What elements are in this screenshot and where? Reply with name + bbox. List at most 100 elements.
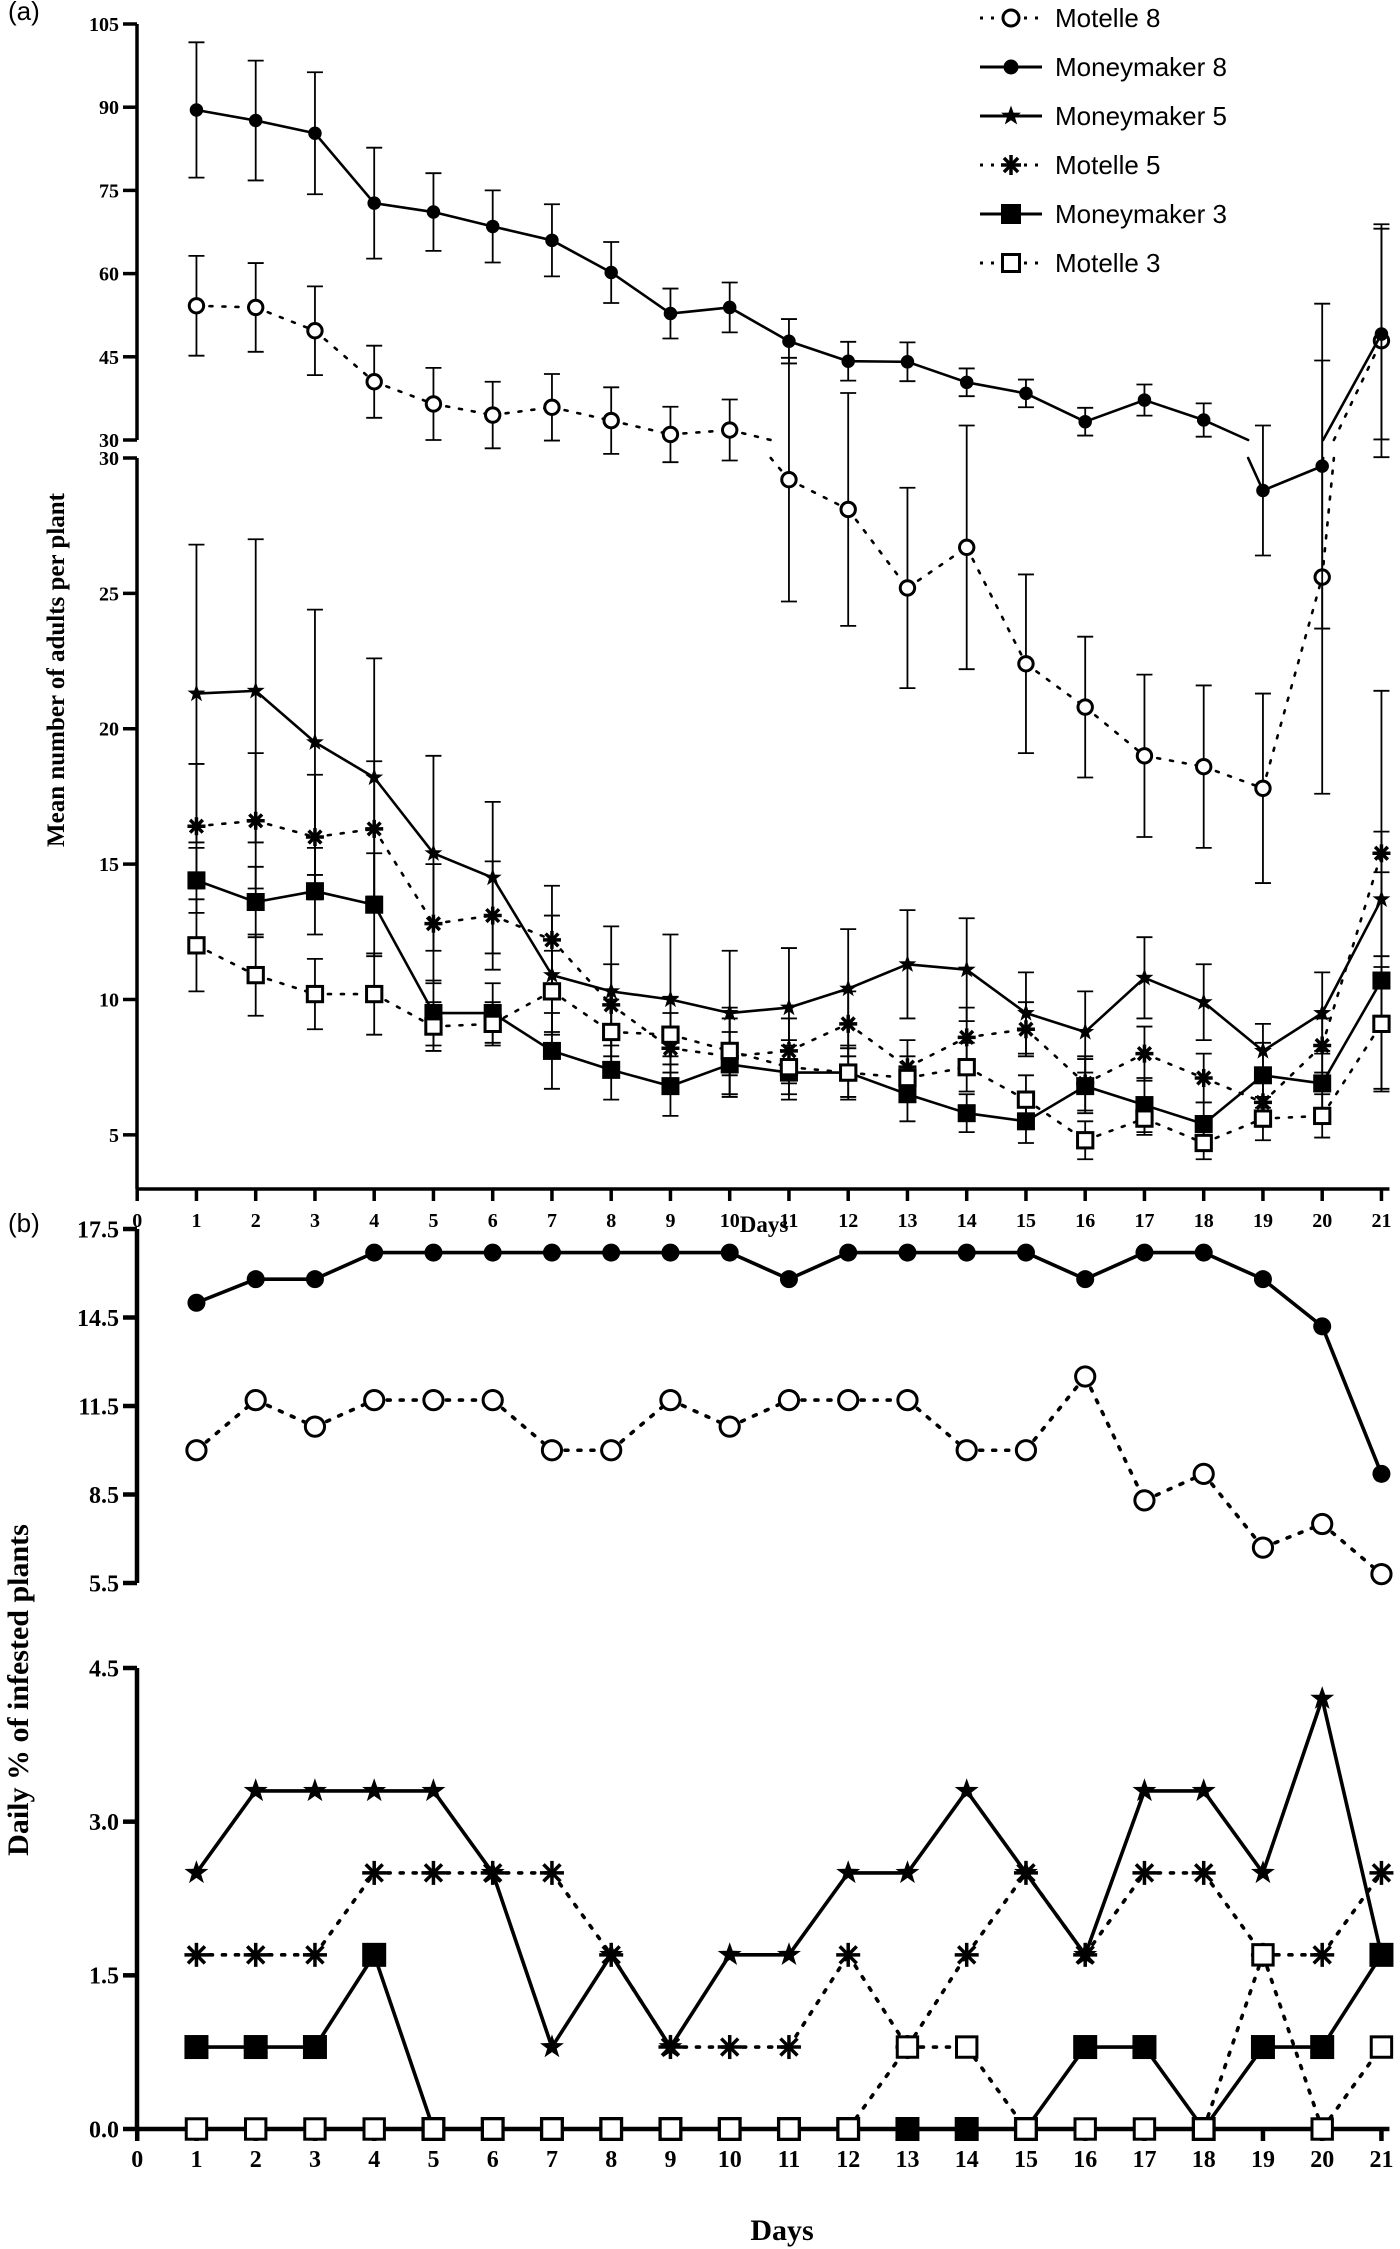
b-series-moneymaker-5-line <box>550 1953 614 2049</box>
b-series-moneymaker-3-line <box>1142 2045 1206 2131</box>
a-series-motelle-8-point <box>1076 698 1094 716</box>
a-series-moneymaker-8-line <box>728 306 791 343</box>
a-series-motelle-5-line <box>787 1022 850 1053</box>
a-series-moneymaker-8-line <box>195 108 257 122</box>
a-series-motelle-3-point <box>305 984 325 1004</box>
b-x-tick-label: 20 <box>1310 2147 1334 2173</box>
a-series-motelle-5-line <box>846 1022 909 1069</box>
b-series-motelle-5-line <box>846 1953 910 2049</box>
a-series-motelle-5-point-stroke <box>485 907 501 924</box>
b-series-moneymaker-3-point <box>1073 2035 1098 2060</box>
a-x-tick-label: 6 <box>488 1210 498 1232</box>
a-series-moneymaker-3-line <box>1083 1084 1146 1107</box>
legend-label: Moneymaker 3 <box>1055 199 1227 229</box>
b-series-moneymaker-3-point <box>1132 2035 1157 2060</box>
a-series-motelle-8-point <box>424 395 443 413</box>
a-series-motelle-5-point <box>1135 1044 1154 1063</box>
b-series-motelle-3-line <box>1320 2045 1384 2131</box>
a-series-moneymaker-3-line <box>846 1071 909 1096</box>
a-y-tick-label: 105 <box>89 14 119 36</box>
b-series-motelle-3-line <box>846 2045 910 2131</box>
b-series-moneymaker-8-point <box>661 1243 680 1262</box>
a-series-motelle-5-line <box>491 914 554 942</box>
b-y-tick-label: 11.5 <box>78 1394 119 1420</box>
a-series-motelle-8-point <box>543 398 561 416</box>
a-series-moneymaker-5-line <box>846 962 909 990</box>
a-series-moneymaker-5-line <box>906 962 969 972</box>
a-series-motelle-5-line <box>195 819 257 828</box>
b-series-motelle-5-point <box>362 1860 387 1885</box>
a-series-motelle-5-line <box>550 938 613 1007</box>
a-series-motelle-3-point <box>1372 1014 1391 1033</box>
a-series-motelle-3-line <box>1143 1117 1205 1145</box>
a-series-motelle-8-point <box>898 579 917 597</box>
a-series-moneymaker-5-line <box>1143 976 1205 1004</box>
b-series-motelle-8-point <box>303 1415 327 1438</box>
b-series-moneymaker-5-point <box>777 1942 801 1965</box>
a-series-moneymaker-3-point <box>957 1104 976 1123</box>
a-y-tick-label: 20 <box>99 719 119 741</box>
a-series-moneymaker-3-point <box>602 1060 621 1079</box>
b-series-motelle-5-line <box>1201 1871 1265 1957</box>
a-series-motelle-5-line <box>313 827 376 839</box>
legend-label: Moneymaker 8 <box>1055 52 1227 82</box>
a-series-moneymaker-5-line <box>669 998 732 1015</box>
b-series-moneymaker-3-point <box>1310 2035 1335 2060</box>
legend-label: Motelle 5 <box>1055 150 1161 180</box>
b-x-tick-label: 18 <box>1192 2147 1216 2173</box>
a-series-moneymaker-8-line <box>372 201 435 214</box>
b-series-motelle-3-line <box>1201 1953 1265 2131</box>
b-series-motelle-5-point-stroke <box>956 1945 977 1965</box>
a-series-motelle-5-point-stroke <box>425 916 442 932</box>
a-series-moneymaker-3-line <box>313 889 376 907</box>
b-series-motelle-5-line <box>964 1871 1028 1957</box>
legend-label: Motelle 8 <box>1055 3 1161 33</box>
a-series-motelle-3-point <box>661 1025 680 1044</box>
a-series-moneymaker-3-line <box>1024 1084 1087 1123</box>
a-series-motelle-3-point <box>602 1022 621 1042</box>
a-series-motelle-8-line <box>846 508 909 590</box>
a-series-motelle-3-line <box>432 1022 495 1028</box>
b-series-motelle-3-point <box>481 2117 505 2141</box>
a-series-moneymaker-8-point <box>604 265 618 280</box>
b-series-moneymaker-5-line <box>1261 1696 1324 1875</box>
a-series-moneymaker-5-line <box>1083 976 1146 1034</box>
b-x-tick-label: 1 <box>190 2147 202 2173</box>
b-series-motelle-5-point-stroke <box>1134 1863 1155 1883</box>
panel-a: (a) Mean number of adults per plant 3045… <box>8 0 1391 1232</box>
b-series-motelle-8-line <box>1024 1374 1087 1453</box>
a-series-moneymaker-8-point <box>367 196 381 210</box>
b-series-motelle-5-point <box>836 1942 861 1967</box>
b-series-motelle-5-point-stroke <box>779 2037 799 2057</box>
a-series-motelle-8-line <box>1261 575 1324 790</box>
b-series-motelle-3-point <box>599 2117 623 2141</box>
b-series-motelle-3-point <box>895 2035 920 2059</box>
a-series-motelle-3-point <box>1194 1133 1213 1153</box>
b-series-moneymaker-5-point <box>954 1778 979 1802</box>
a-series-motelle-5-line <box>669 1046 732 1058</box>
a-series-moneymaker-8-point <box>426 205 441 219</box>
legend: Motelle 8 Moneymaker 8 Moneymaker 5 Motelle… <box>980 3 1227 278</box>
b-x-tick-label: 10 <box>718 2147 742 2173</box>
a-series-motelle-8-point <box>306 322 324 340</box>
b-series-motelle-8-point <box>185 1439 208 1462</box>
a-series-motelle-8-point <box>958 538 976 557</box>
b-x-tick-label: 21 <box>1369 2147 1393 2173</box>
b-series-moneymaker-3-point <box>1369 1942 1394 1967</box>
a-series-moneymaker-5-line <box>965 968 1028 1015</box>
b-series-moneymaker-5-point <box>717 1942 742 1965</box>
a-y-tick-label: 75 <box>99 180 119 202</box>
b-series-motelle-5-point <box>1310 1942 1335 1967</box>
b-series-moneymaker-5-line <box>194 1789 258 1875</box>
b-series-moneymaker-5-point <box>421 1778 446 1802</box>
a-series-motelle-5-point-stroke <box>1196 1070 1212 1086</box>
a-series-moneymaker-5-point <box>187 684 206 702</box>
a-series-motelle-5-point <box>483 906 502 925</box>
b-series-motelle-5-point-stroke <box>245 1945 266 1965</box>
b-series-moneymaker-8 <box>187 1243 1391 1483</box>
a-series-motelle-5-point-stroke <box>1136 1046 1153 1062</box>
b-series-motelle-5-point <box>243 1942 268 1967</box>
a-y-tick-label: 30 <box>99 430 119 452</box>
a-series-moneymaker-8-point <box>1374 327 1389 341</box>
legend-marker <box>1001 105 1021 125</box>
